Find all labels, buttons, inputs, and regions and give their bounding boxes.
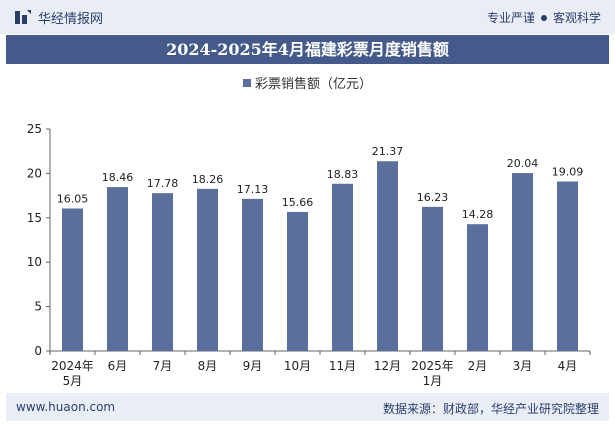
bar-value-label: 18.26 (192, 173, 224, 186)
bar (557, 181, 578, 351)
bar (62, 208, 83, 351)
brand-logo-icon (15, 10, 31, 24)
x-tick-label: 8月 (198, 359, 218, 373)
x-tick-label: 2月 (468, 359, 488, 373)
x-tick-label: 11月 (329, 359, 356, 373)
y-tick-label: 15 (27, 211, 42, 225)
y-tick-label: 25 (27, 122, 42, 136)
legend-swatch (242, 79, 251, 87)
chart-title: 2024-2025年4月福建彩票月度销售额 (166, 40, 449, 59)
bullet-dot-icon (540, 14, 547, 21)
brand-name: 华经情报网 (38, 11, 104, 27)
bar (377, 161, 398, 351)
x-tick-label: 7月 (153, 359, 173, 373)
bar (152, 193, 173, 351)
bar-value-label: 16.23 (417, 191, 449, 204)
x-tick-label: 6月 (108, 359, 128, 373)
bar-value-label: 17.78 (147, 177, 179, 190)
x-tick-label: 2024年 (51, 359, 94, 373)
bar-value-label: 18.83 (327, 168, 359, 181)
x-tick-label: 4月 (558, 359, 578, 373)
y-tick-label: 10 (27, 255, 42, 269)
bar (242, 198, 263, 351)
bar-value-label: 16.05 (57, 192, 89, 205)
slogan-right: 客观科学 (552, 11, 601, 25)
bar (197, 188, 218, 351)
legend: 彩票销售额（亿元） (0, 73, 615, 92)
y-tick-label: 20 (27, 166, 42, 180)
x-tick-label: 9月 (243, 359, 263, 373)
x-tick-label: 10月 (284, 359, 311, 373)
bar-value-label: 21.37 (372, 145, 404, 158)
bar-value-label: 19.09 (552, 165, 584, 178)
bar-value-label: 15.66 (282, 196, 314, 209)
bar (512, 173, 533, 351)
footer-bar: www.huaon.com 数据来源：财政部，华经产业研究院整理 (6, 393, 609, 421)
bar-value-label: 18.46 (102, 171, 134, 184)
x-tick-label: 3月 (513, 359, 533, 373)
legend-label: 彩票销售额（亿元） (254, 77, 372, 92)
bar (107, 187, 128, 351)
bar (467, 224, 488, 351)
slogan-left: 专业严谨 (486, 11, 535, 25)
bar-value-label: 14.28 (462, 208, 494, 221)
title-bar: 2024-2025年4月福建彩票月度销售额 (6, 35, 609, 64)
brand: 华经情报网 (14, 7, 103, 27)
x-tick-label: 5月 (63, 374, 83, 388)
footer-source: 数据来源：财政部，华经产业研究院整理 (382, 402, 599, 416)
x-tick-label: 2025年 (411, 359, 454, 373)
y-tick-label: 0 (34, 344, 42, 358)
bar (422, 206, 443, 351)
bar-value-label: 17.13 (237, 183, 269, 196)
top-banner: 华经情报网 专业严谨 客观科学 (0, 0, 615, 34)
x-tick-label: 1月 (423, 374, 443, 388)
x-tick-label: 12月 (374, 359, 401, 373)
bar-value-label: 20.04 (507, 157, 539, 170)
y-tick-label: 5 (34, 300, 42, 314)
footer-url: www.huaon.com (16, 400, 116, 414)
slogan: 专业严谨 客观科学 (487, 9, 601, 26)
bar (332, 183, 353, 351)
bar (287, 211, 308, 351)
